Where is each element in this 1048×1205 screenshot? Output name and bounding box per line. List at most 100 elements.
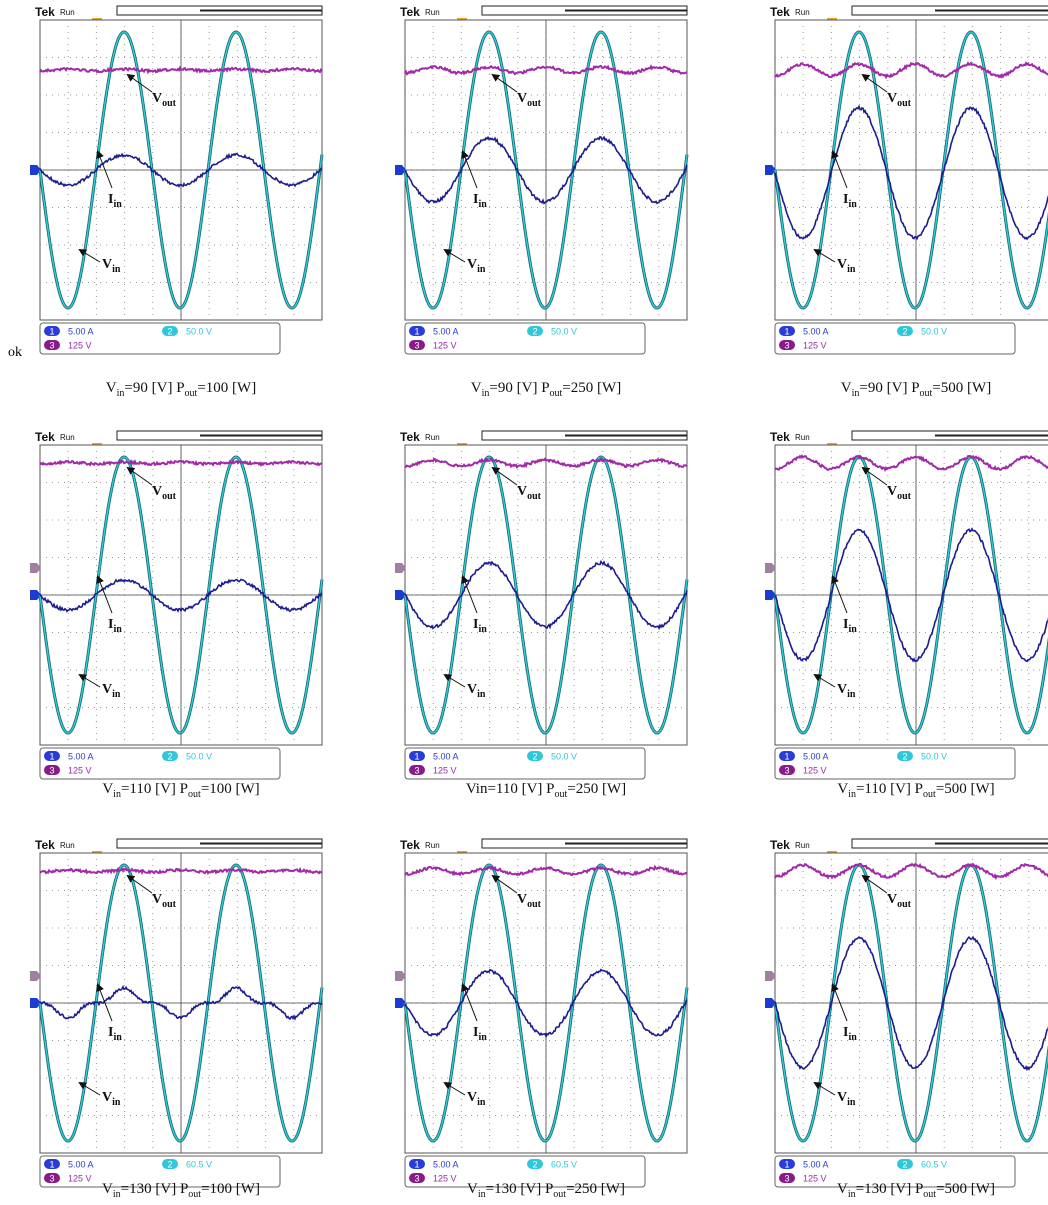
text-part: in: [112, 264, 121, 275]
tek-logo: Tek: [400, 838, 420, 852]
text-part: V: [887, 91, 897, 106]
tek-logo: Tek: [770, 5, 790, 19]
channel-number: 3: [414, 1174, 419, 1184]
tek-logo: Tek: [35, 838, 55, 852]
text-part: out: [188, 1189, 201, 1200]
channel-number: 1: [784, 327, 789, 337]
run-status: Run: [795, 433, 810, 442]
channel-number: 3: [784, 766, 789, 776]
caption: Vin=90 [V] Pout=500 [W]: [841, 380, 991, 399]
run-status: Run: [795, 841, 810, 850]
text-part: V: [841, 380, 852, 396]
caption: Vin=90 [V] Pout=100 [W]: [106, 380, 256, 399]
text-part: V: [887, 484, 897, 499]
channel-number: 1: [414, 327, 419, 337]
caption: Vin=110 [V] Pout=250 [W]: [466, 781, 626, 800]
channel-scale: 5.00 A: [433, 1160, 459, 1170]
text-part: out: [553, 1189, 566, 1200]
text-part: in: [477, 689, 486, 700]
text-part: =110 [V] P: [121, 781, 188, 797]
tek-logo: Tek: [770, 430, 790, 444]
text-part: =250 [W]: [566, 1181, 625, 1197]
tek-logo: Tek: [770, 838, 790, 852]
text-part: V: [467, 1090, 477, 1105]
ch3-marker: [765, 563, 776, 573]
text-part: out: [527, 899, 542, 910]
text-part: out: [555, 789, 568, 800]
text-part: out: [920, 388, 933, 399]
text-part: in: [112, 689, 121, 700]
text-part: V: [467, 1181, 478, 1197]
ch3-marker: [765, 971, 776, 981]
text-part: out: [162, 491, 177, 502]
text-part: out: [527, 98, 542, 109]
text-part: out: [162, 899, 177, 910]
text-part: in: [848, 1032, 857, 1043]
text-part: out: [897, 98, 912, 109]
text-part: =90 [V] P: [489, 380, 549, 396]
run-status: Run: [60, 433, 75, 442]
run-status: Run: [795, 8, 810, 17]
text-part: V: [152, 892, 162, 907]
channel-number: 1: [49, 1160, 54, 1170]
channel-number: 2: [902, 1160, 907, 1170]
channel-number: 3: [784, 341, 789, 351]
text-part: V: [102, 781, 113, 797]
channel-scale: 50.0 V: [921, 752, 947, 762]
text-part: V: [467, 257, 477, 272]
channel-scale: 125 V: [433, 1174, 457, 1184]
text-part: V: [102, 682, 112, 697]
tek-logo: Tek: [35, 5, 55, 19]
caption: Vin=110 [V] Pout=100 [W]: [102, 781, 259, 800]
caption: Vin=130 [V] Pout=500 [W]: [837, 1181, 995, 1200]
run-status: Run: [425, 841, 440, 850]
text-part: V: [152, 91, 162, 106]
text-part: in: [848, 789, 856, 800]
channel-scale: 5.00 A: [68, 327, 94, 337]
text-part: =110 [V] P: [856, 781, 923, 797]
ch3-marker: [395, 971, 406, 981]
text-part: out: [923, 1189, 936, 1200]
channel-scale: 5.00 A: [68, 752, 94, 762]
channel-scale: 60.5 V: [551, 1160, 577, 1170]
channel-number: 1: [49, 327, 54, 337]
channel-scale: 5.00 A: [803, 327, 829, 337]
channel-scale: 60.5 V: [186, 1160, 212, 1170]
text-part: V: [106, 380, 117, 396]
ch3-marker: [30, 563, 41, 573]
text-part: V: [837, 1181, 848, 1197]
text-part: in: [847, 1097, 856, 1108]
channel-scale: 125 V: [803, 341, 827, 351]
text-part: in: [848, 1189, 856, 1200]
note: ok: [8, 345, 22, 360]
channel-number: 3: [414, 766, 419, 776]
channel-number: 2: [902, 327, 907, 337]
text-part: =90 [V] P: [859, 380, 919, 396]
text-part: =100 [W]: [197, 380, 256, 396]
text-part: =100 [W]: [201, 781, 260, 797]
channel-scale: 50.0 V: [551, 327, 577, 337]
caption: Vin=90 [V] Pout=250 [W]: [471, 380, 621, 399]
channel-number: 1: [414, 1160, 419, 1170]
text-part: V: [887, 892, 897, 907]
tek-logo: Tek: [35, 430, 55, 444]
text-part: in: [113, 199, 122, 210]
text-part: in: [478, 624, 487, 635]
text-part: V: [471, 380, 482, 396]
text-part: V: [837, 257, 847, 272]
text-part: in: [847, 264, 856, 275]
text-part: in: [477, 264, 486, 275]
text-part: in: [848, 624, 857, 635]
ch3-marker: [395, 563, 406, 573]
channel-number: 2: [167, 752, 172, 762]
text-part: out: [527, 491, 542, 502]
text-part: in: [478, 1032, 487, 1043]
text-part: out: [188, 789, 201, 800]
text-part: =500 [W]: [936, 1181, 995, 1197]
figure: ok TekRunVoutIinVin15.00 A250.0 V3125 VV…: [0, 0, 1048, 1205]
text-part: Vin=110 [V] P: [466, 781, 555, 797]
text-part: out: [897, 899, 912, 910]
text-part: V: [102, 1090, 112, 1105]
text-part: in: [478, 199, 487, 210]
text-part: =250 [W]: [562, 380, 621, 396]
